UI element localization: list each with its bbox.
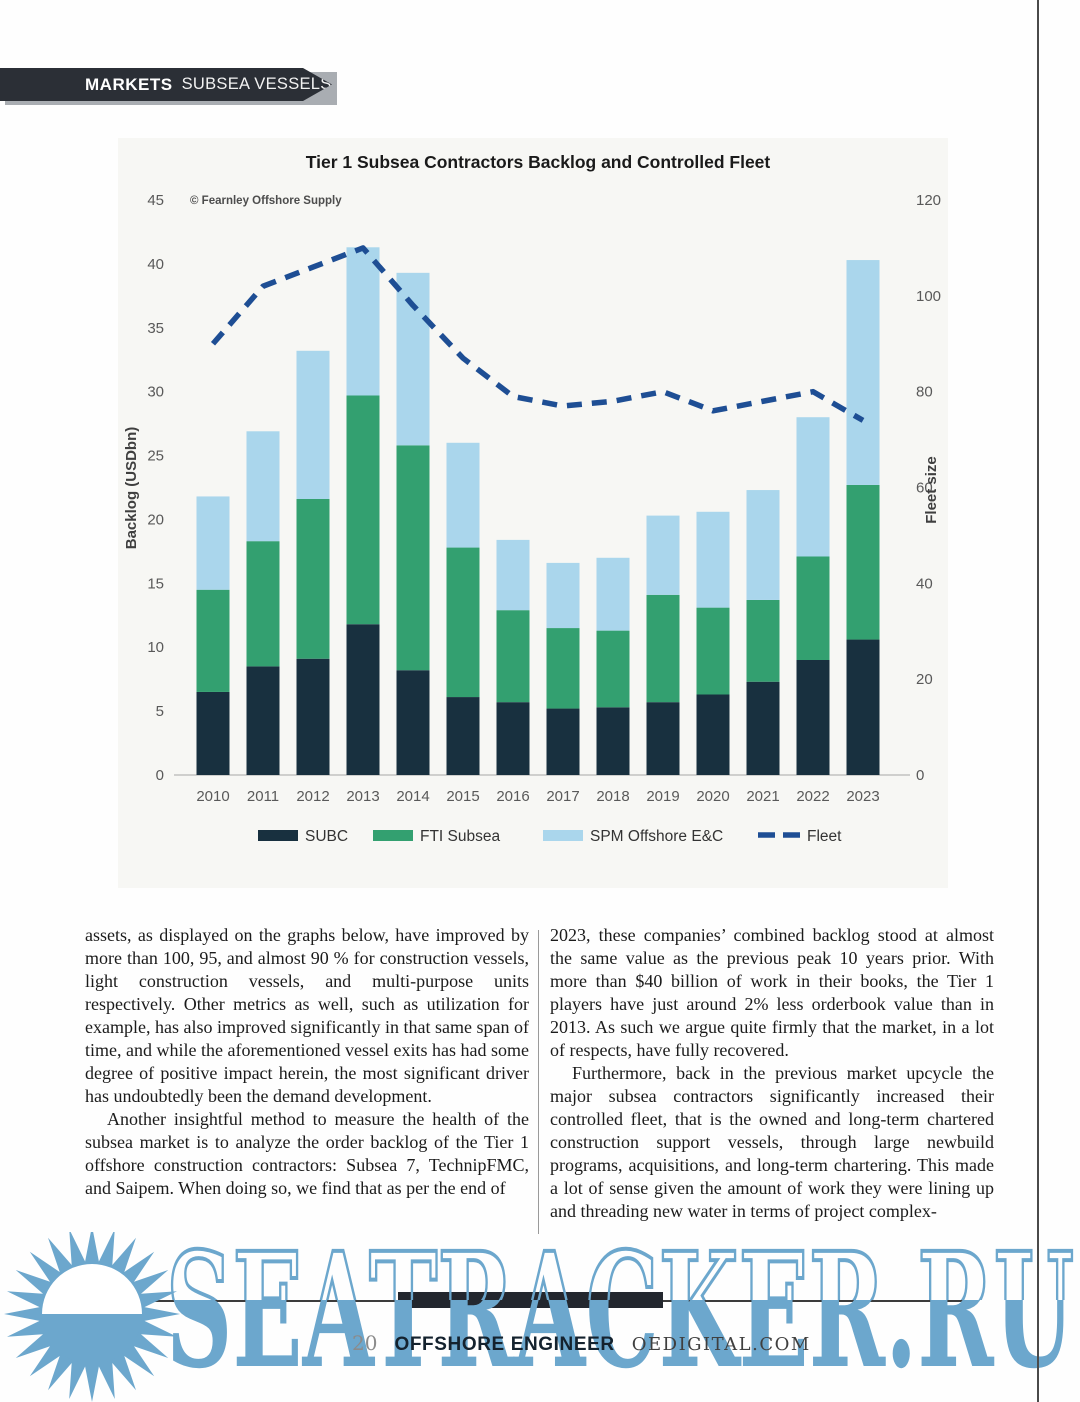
svg-text:120: 120 bbox=[916, 192, 941, 209]
svg-text:© Fearnley Offshore Supply: © Fearnley Offshore Supply bbox=[190, 195, 342, 207]
article-left-column: assets, as displayed on the graphs below… bbox=[85, 924, 529, 1200]
svg-text:2021: 2021 bbox=[746, 788, 779, 805]
svg-text:0: 0 bbox=[916, 767, 924, 784]
column-divider bbox=[538, 930, 539, 1234]
svg-text:2023: 2023 bbox=[846, 788, 879, 805]
svg-text:2018: 2018 bbox=[596, 788, 629, 805]
svg-text:Tier 1 Subsea Contractors Back: Tier 1 Subsea Contractors Backlog and Co… bbox=[306, 152, 771, 172]
svg-text:2013: 2013 bbox=[346, 788, 379, 805]
article-right-column: 2023, these companies’ combined backlog … bbox=[550, 924, 994, 1223]
svg-text:2017: 2017 bbox=[546, 788, 579, 805]
paragraph: Another insightful method to measure the… bbox=[85, 1109, 529, 1198]
footer-dark-bar bbox=[398, 1292, 663, 1308]
svg-text:SUBC: SUBC bbox=[305, 828, 348, 845]
seatracker-watermark: SEATRACKER.RU SEATRACKER.RU bbox=[164, 1238, 1076, 1402]
svg-text:30: 30 bbox=[147, 384, 164, 401]
page-edge-line bbox=[1037, 0, 1039, 1402]
svg-text:Backlog (USDbn): Backlog (USDbn) bbox=[123, 427, 140, 550]
paragraph: 2023, these companies’ combined backlog … bbox=[550, 925, 994, 1060]
svg-text:2015: 2015 bbox=[446, 788, 479, 805]
section-banner: MARKETS SUBSEA VESSELS bbox=[0, 68, 332, 101]
paragraph: assets, as displayed on the graphs below… bbox=[85, 925, 529, 1106]
svg-text:25: 25 bbox=[147, 448, 164, 465]
chart-figure: Tier 1 Subsea Contractors Backlog and Co… bbox=[118, 138, 948, 888]
banner-markets-label: MARKETS bbox=[85, 74, 173, 94]
svg-text:2014: 2014 bbox=[396, 788, 429, 805]
watermark-text-outline: SEATRACKER.RU bbox=[166, 1238, 1074, 1402]
magazine-title: OFFSHORE ENGINEER bbox=[394, 1334, 615, 1355]
svg-text:SPM Offshore E&C: SPM Offshore E&C bbox=[590, 828, 723, 845]
svg-text:5: 5 bbox=[156, 703, 164, 720]
svg-text:40: 40 bbox=[147, 256, 164, 273]
svg-text:60: 60 bbox=[916, 480, 933, 497]
svg-text:2019: 2019 bbox=[646, 788, 679, 805]
svg-text:15: 15 bbox=[147, 575, 164, 592]
svg-text:2022: 2022 bbox=[796, 788, 829, 805]
backlog-fleet-chart: Tier 1 Subsea Contractors Backlog and Co… bbox=[123, 152, 941, 845]
svg-text:20: 20 bbox=[147, 511, 164, 528]
page-number: 20 bbox=[352, 1331, 378, 1355]
svg-text:FTI Subsea: FTI Subsea bbox=[420, 828, 500, 845]
svg-text:2020: 2020 bbox=[696, 788, 729, 805]
svg-text:0: 0 bbox=[156, 767, 164, 784]
watermark-text-solid: SEATRACKER.RU bbox=[166, 1238, 1074, 1402]
svg-text:2012: 2012 bbox=[296, 788, 329, 805]
magazine-website: OEDIGITAL.COM bbox=[631, 1334, 811, 1355]
paragraph: Furthermore, back in the previous market… bbox=[550, 1063, 994, 1221]
svg-text:35: 35 bbox=[147, 320, 164, 337]
svg-text:Fleet size: Fleet size bbox=[923, 456, 940, 524]
svg-text:2011: 2011 bbox=[247, 788, 279, 805]
svg-text:100: 100 bbox=[916, 288, 941, 305]
svg-text:2016: 2016 bbox=[496, 788, 529, 805]
footer-text: 20 OFFSHORE ENGINEER OEDIGITAL.COM bbox=[352, 1331, 811, 1356]
svg-text:10: 10 bbox=[147, 639, 164, 656]
banner-section-label: SUBSEA VESSELS bbox=[181, 75, 332, 93]
svg-text:Fleet: Fleet bbox=[807, 828, 842, 845]
svg-text:80: 80 bbox=[916, 384, 933, 401]
svg-text:20: 20 bbox=[916, 671, 933, 688]
svg-text:45: 45 bbox=[147, 192, 164, 209]
svg-text:40: 40 bbox=[916, 575, 933, 592]
svg-text:2010: 2010 bbox=[196, 788, 229, 805]
sun-logo-icon bbox=[4, 1232, 180, 1402]
